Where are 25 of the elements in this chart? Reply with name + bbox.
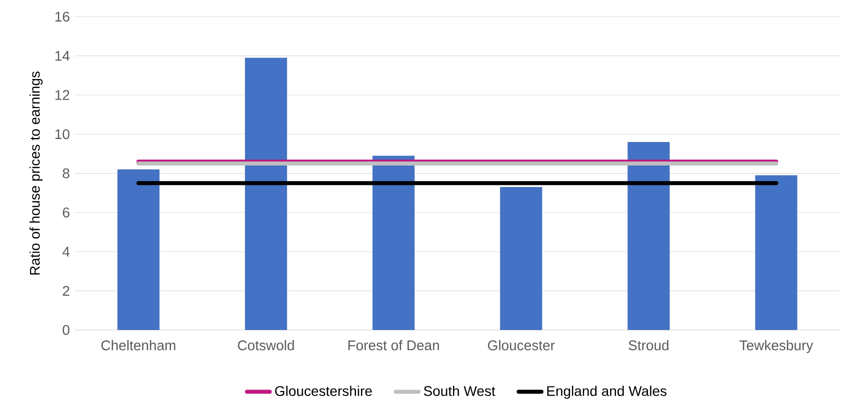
y-tick-label: 4 bbox=[62, 246, 70, 256]
y-tick-label: 8 bbox=[62, 168, 70, 178]
y-tick-label: 12 bbox=[55, 90, 70, 100]
y-axis-title: Ratio of house prices to earnings bbox=[30, 72, 43, 275]
y-tick-label: 0 bbox=[62, 325, 70, 335]
x-tick-label: Cotswold bbox=[238, 340, 294, 350]
y-tick-label: 10 bbox=[55, 129, 70, 140]
x-tick-label: Gloucester bbox=[488, 340, 555, 350]
x-tick-label: Cheltenham bbox=[101, 340, 176, 350]
legend-label: England and Wales bbox=[547, 386, 666, 399]
bar bbox=[500, 187, 542, 330]
x-tick-label: Forest of Dean bbox=[348, 340, 439, 350]
bar bbox=[244, 58, 288, 330]
y-tick-label: 16 bbox=[55, 12, 70, 22]
y-tick-label: 2 bbox=[62, 286, 70, 296]
y-tick-label: 14 bbox=[55, 51, 70, 61]
y-tick-label: 6 bbox=[62, 208, 70, 218]
bar bbox=[117, 169, 160, 330]
x-tick-label: Stroud bbox=[628, 340, 668, 350]
legend-label: Gloucestershire bbox=[275, 386, 372, 396]
bar bbox=[628, 142, 670, 330]
bar bbox=[755, 175, 798, 330]
x-tick-label: Tewkesbury bbox=[740, 340, 814, 354]
bar bbox=[372, 156, 415, 330]
legend-label: South West bbox=[424, 386, 496, 396]
